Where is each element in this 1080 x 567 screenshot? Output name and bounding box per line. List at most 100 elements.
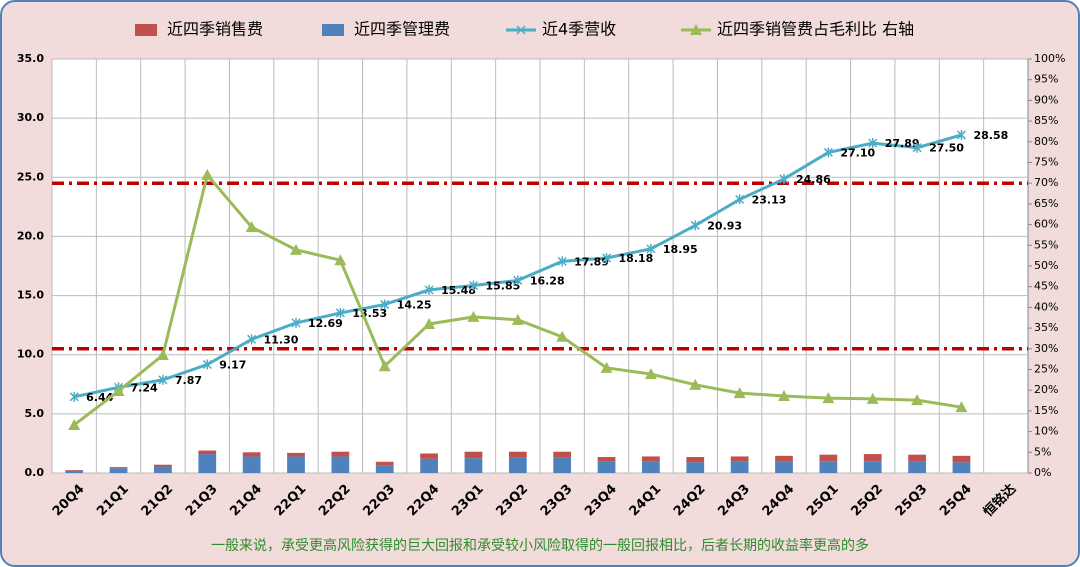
bar bbox=[331, 456, 350, 473]
bar bbox=[686, 462, 705, 473]
bar bbox=[908, 454, 926, 462]
bar bbox=[375, 461, 394, 466]
data-label: 23.13 bbox=[752, 193, 787, 206]
bar bbox=[65, 470, 84, 473]
marker bbox=[68, 418, 81, 430]
bar bbox=[464, 458, 483, 473]
bar bbox=[775, 455, 793, 462]
y2-tick-label: 85% bbox=[1034, 114, 1058, 127]
marker bbox=[602, 252, 612, 263]
marker bbox=[822, 392, 835, 404]
marker bbox=[291, 317, 301, 328]
marker bbox=[156, 349, 169, 361]
bar bbox=[642, 456, 660, 462]
marker bbox=[467, 310, 480, 322]
legend-swatch bbox=[135, 24, 157, 36]
data-label: 18.18 bbox=[619, 252, 654, 265]
bar bbox=[952, 455, 971, 463]
y2-tick-label: 95% bbox=[1034, 73, 1058, 86]
marker bbox=[513, 275, 523, 286]
marker bbox=[690, 220, 700, 231]
marker bbox=[378, 360, 391, 372]
marker bbox=[468, 280, 478, 291]
bar bbox=[154, 466, 172, 473]
marker bbox=[689, 378, 702, 390]
bar bbox=[198, 450, 217, 455]
marker bbox=[733, 387, 746, 399]
y-tick-label: 5.0 bbox=[25, 407, 45, 420]
bar bbox=[597, 457, 616, 462]
legend-marker bbox=[516, 25, 526, 35]
legend-swatch bbox=[322, 24, 344, 36]
y-tick-label: 0.0 bbox=[25, 466, 45, 479]
bar bbox=[375, 465, 394, 473]
data-label: 16.28 bbox=[530, 274, 565, 287]
bar bbox=[730, 456, 749, 462]
data-label: 7.24 bbox=[131, 381, 158, 394]
data-label: 11.30 bbox=[264, 333, 299, 346]
bar bbox=[420, 458, 438, 473]
y-tick-label: 35.0 bbox=[17, 52, 44, 65]
bar bbox=[775, 461, 793, 473]
marker bbox=[334, 254, 347, 266]
y-tick-label: 20.0 bbox=[17, 229, 44, 242]
marker bbox=[778, 389, 790, 401]
data-label: 24.86 bbox=[796, 173, 831, 186]
bar bbox=[508, 451, 527, 458]
data-label: 27.10 bbox=[840, 146, 875, 159]
y2-tick-label: 10% bbox=[1034, 425, 1058, 438]
marker bbox=[866, 392, 879, 404]
y-tick-label: 15.0 bbox=[17, 289, 44, 302]
marker bbox=[557, 256, 567, 267]
marker bbox=[955, 401, 968, 413]
marker bbox=[868, 138, 878, 149]
bar bbox=[863, 461, 882, 473]
marker bbox=[245, 221, 258, 233]
y-tick-label: 10.0 bbox=[17, 348, 44, 361]
marker bbox=[735, 194, 745, 205]
y2-tick-label: 100% bbox=[1034, 52, 1065, 65]
marker bbox=[69, 391, 79, 402]
y2-tick-label: 80% bbox=[1034, 135, 1058, 148]
y2-tick-label: 45% bbox=[1034, 280, 1058, 293]
marker bbox=[290, 243, 302, 255]
marker bbox=[823, 147, 833, 158]
bar bbox=[242, 456, 261, 473]
bar bbox=[65, 470, 84, 471]
data-label: 13.53 bbox=[352, 307, 387, 320]
marker bbox=[511, 313, 524, 325]
marker bbox=[644, 368, 657, 380]
legend-label: 近四季管理费 bbox=[354, 20, 450, 39]
marker bbox=[424, 284, 434, 295]
bar bbox=[819, 454, 838, 462]
bar bbox=[952, 462, 971, 473]
marker bbox=[201, 168, 214, 180]
bar bbox=[287, 456, 305, 473]
y2-tick-label: 0% bbox=[1034, 466, 1051, 479]
legend-label: 近4季营收 bbox=[542, 20, 616, 39]
y2-tick-label: 35% bbox=[1034, 321, 1058, 334]
bar bbox=[863, 454, 882, 462]
marker bbox=[202, 359, 212, 370]
data-label: 12.69 bbox=[308, 317, 343, 330]
marker bbox=[956, 129, 966, 140]
bar bbox=[642, 461, 660, 473]
data-label: 15.85 bbox=[485, 280, 520, 293]
bar bbox=[287, 452, 305, 457]
legend-marker bbox=[690, 24, 702, 35]
y2-tick-label: 25% bbox=[1034, 363, 1058, 376]
note: 一般来说，承受更高风险获得的巨大回报和承受较小风险取得的一般回报相比，后者长期的… bbox=[211, 537, 869, 554]
bar bbox=[331, 451, 350, 457]
marker bbox=[335, 307, 345, 318]
bar bbox=[819, 461, 838, 473]
bar bbox=[109, 468, 128, 473]
y2-tick-label: 5% bbox=[1034, 445, 1051, 458]
y2-tick-label: 55% bbox=[1034, 238, 1058, 251]
data-label: 7.87 bbox=[175, 374, 202, 387]
y2-tick-label: 30% bbox=[1034, 342, 1058, 355]
y2-tick-label: 60% bbox=[1034, 218, 1058, 231]
y2-tick-label: 75% bbox=[1034, 156, 1058, 169]
bar bbox=[730, 461, 749, 473]
marker bbox=[112, 385, 125, 397]
